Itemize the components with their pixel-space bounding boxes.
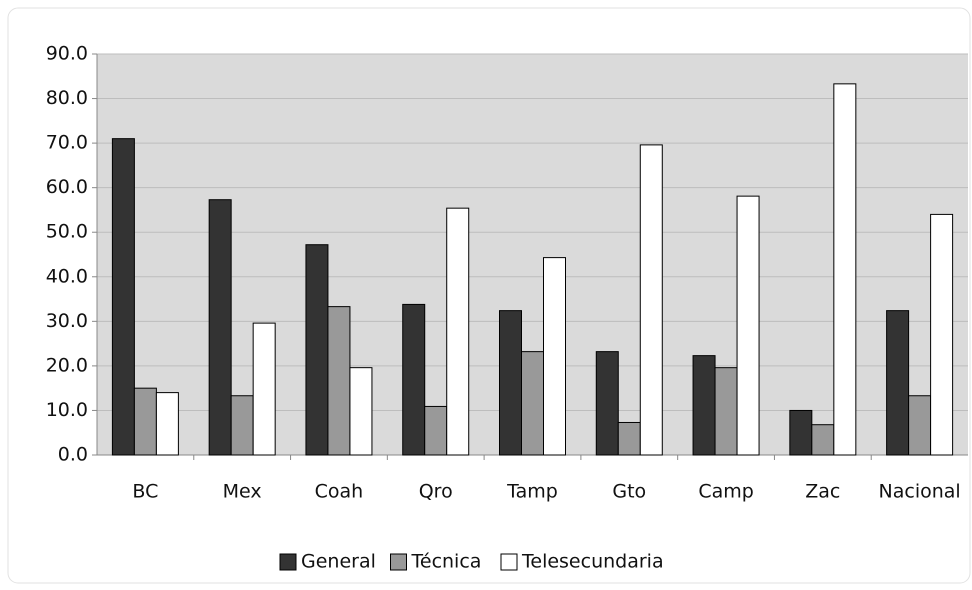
- y-tick-label: 80.0: [46, 87, 88, 109]
- y-tick-label: 90.0: [46, 43, 88, 65]
- bar: [327, 306, 351, 456]
- bar: [208, 199, 232, 456]
- legend-label: Técnica: [411, 551, 482, 573]
- y-tick-label: 30.0: [46, 310, 88, 332]
- bar: [908, 395, 932, 456]
- legend-label: General: [301, 551, 376, 573]
- y-tick-label: 40.0: [46, 265, 88, 287]
- y-tick-label: 50.0: [46, 221, 88, 243]
- bar: [639, 144, 663, 456]
- bar: [133, 387, 157, 456]
- x-tick-label: BC: [132, 481, 158, 503]
- bar: [402, 303, 426, 456]
- x-tick-label: Mex: [223, 481, 262, 503]
- bar: [833, 83, 857, 456]
- bar: [736, 195, 760, 456]
- y-tick-label: 70.0: [46, 132, 88, 154]
- y-tick-label: 60.0: [46, 176, 88, 198]
- bar: [424, 405, 448, 456]
- bar: [111, 138, 135, 456]
- y-tick-label: 10.0: [46, 399, 88, 421]
- legend-swatch: [500, 553, 518, 571]
- bar: [349, 367, 373, 456]
- bar: [499, 310, 522, 456]
- bar: [692, 355, 716, 456]
- bar: [617, 421, 641, 456]
- bar: [252, 322, 276, 456]
- x-tick-label: Nacional: [879, 481, 961, 503]
- bar: [155, 392, 179, 456]
- legend-swatch: [279, 553, 297, 571]
- x-tick-label: Camp: [698, 481, 753, 503]
- bar: [446, 207, 470, 456]
- x-tick-label: Zac: [805, 481, 840, 503]
- bar: [543, 257, 566, 456]
- legend-swatch: [390, 553, 407, 571]
- bar: [595, 351, 619, 456]
- bar: [789, 409, 813, 456]
- bar: [930, 213, 954, 456]
- bar: [811, 424, 835, 456]
- bar: [230, 395, 254, 456]
- legend-label: Telesecundaria: [521, 551, 664, 573]
- bar: [521, 351, 544, 456]
- bar: [305, 244, 329, 456]
- x-tick-label: Coah: [315, 481, 364, 503]
- x-tick-label: Gto: [612, 481, 646, 503]
- x-tick-label: Qro: [419, 481, 453, 503]
- y-tick-label: 0.0: [58, 444, 88, 466]
- y-tick-label: 20.0: [46, 354, 88, 376]
- bar: [886, 310, 910, 456]
- bar: [714, 367, 738, 456]
- x-tick-label: Tamp: [506, 481, 558, 503]
